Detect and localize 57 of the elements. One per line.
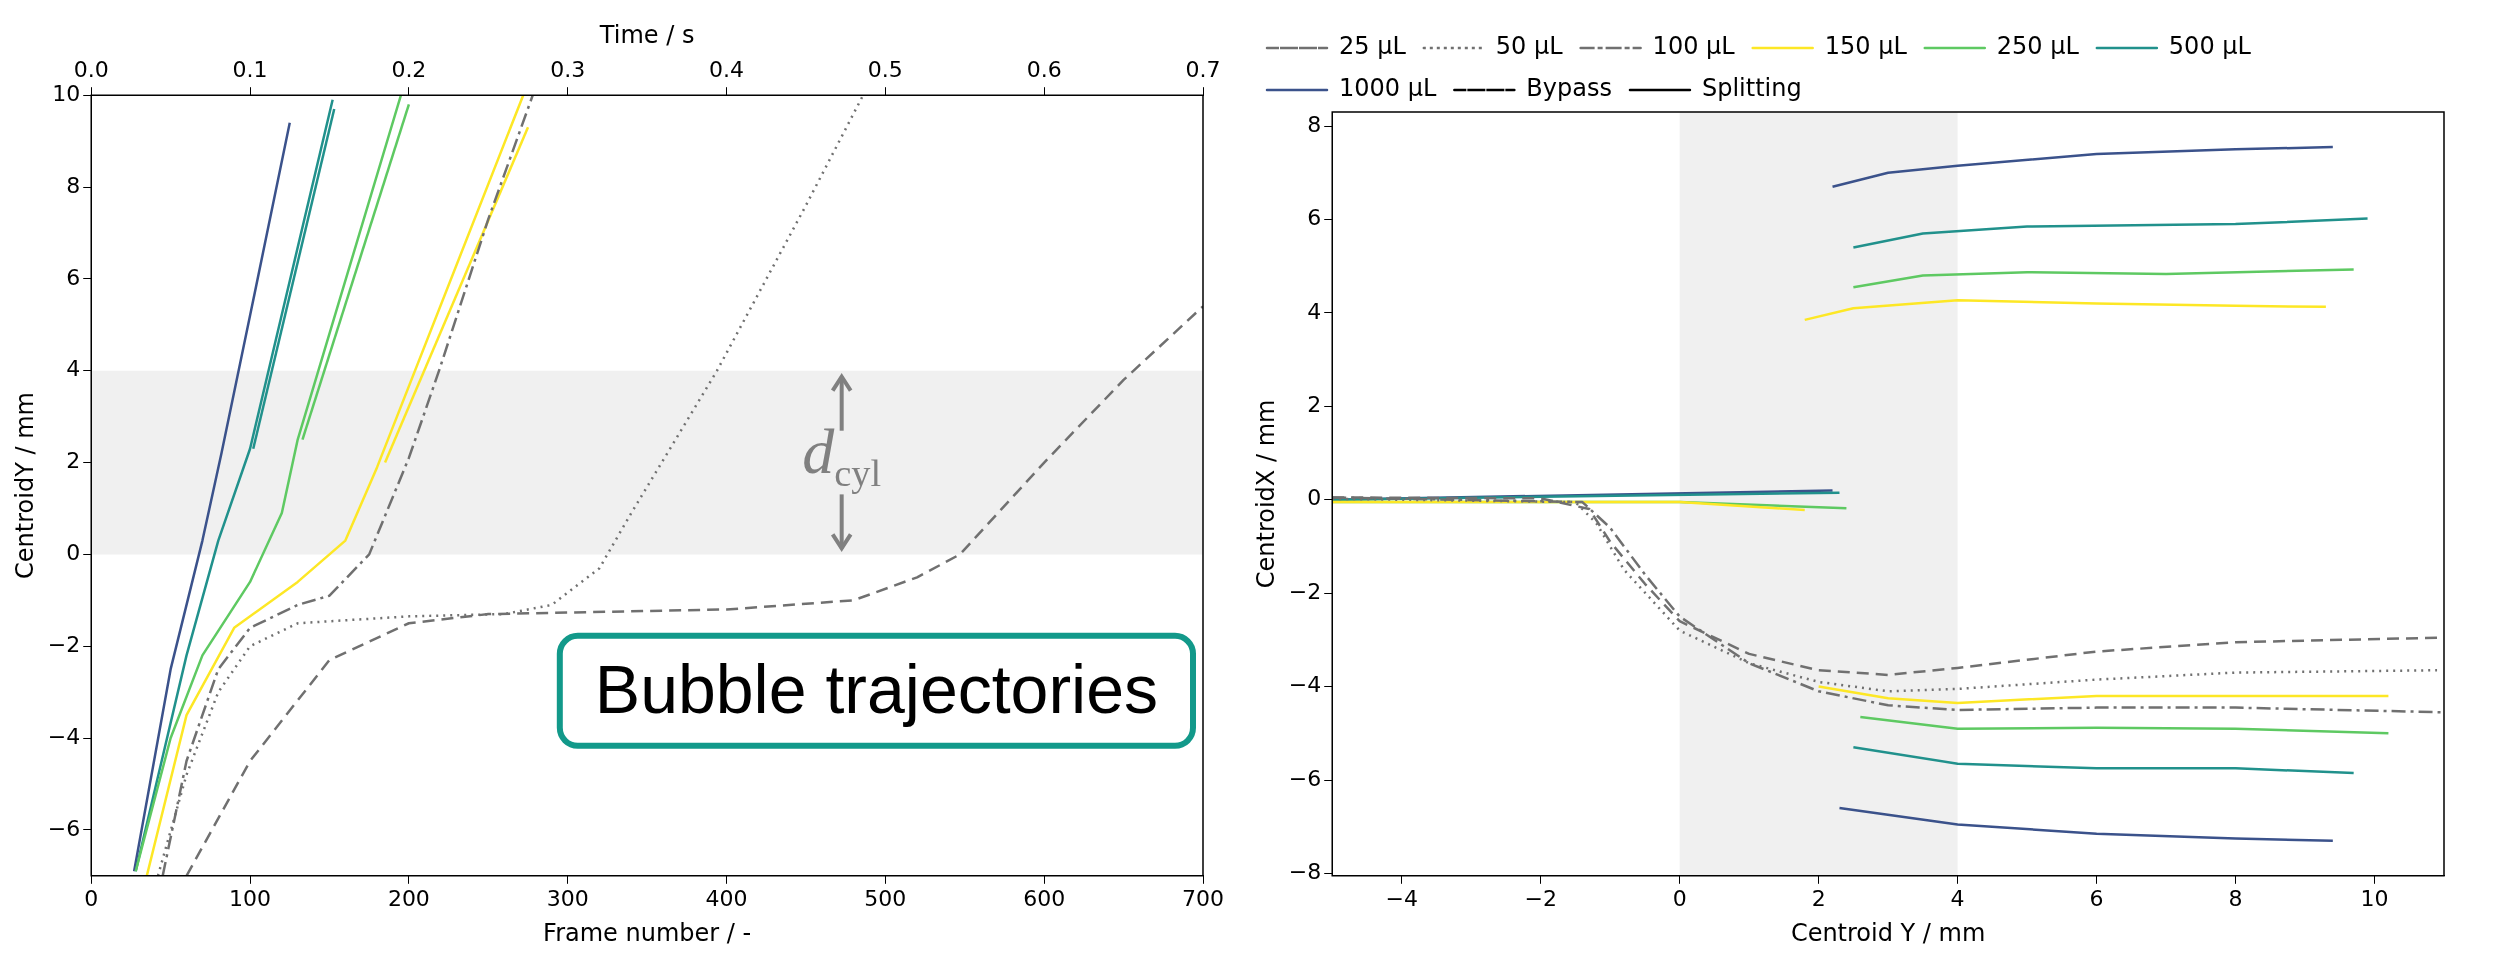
x2-tick-label: 0.3 — [550, 56, 586, 82]
x-tick-label: 0 — [84, 885, 99, 911]
y-tick-label: 6 — [1307, 205, 1322, 231]
x-tick-label: −4 — [1385, 885, 1418, 911]
x-tick-label: 400 — [705, 885, 748, 911]
legend-label: 150 μL — [1824, 32, 1908, 61]
x2-tick-label: 0.4 — [709, 56, 745, 82]
y-tick-label: 10 — [52, 80, 81, 106]
x-tick-label: 4 — [1950, 885, 1965, 911]
y-tick-label: 2 — [1307, 392, 1322, 418]
x2-tick-label: 0.1 — [232, 56, 268, 82]
y-tick-label: 8 — [1307, 111, 1322, 137]
y-tick-label: −2 — [47, 631, 81, 657]
y-tick-label: 4 — [66, 356, 81, 382]
y-tick-label: −8 — [1288, 859, 1322, 885]
legend-label: 25 μL — [1339, 32, 1407, 61]
x2-axis-title: Time / s — [598, 20, 695, 49]
x-tick-label: 10 — [2360, 885, 2389, 911]
x2-tick-label: 0.2 — [391, 56, 427, 82]
x-tick-label: 2 — [1811, 885, 1826, 911]
legend-label: Splitting — [1701, 74, 1802, 103]
y-tick-label: −4 — [47, 723, 81, 749]
x-tick-label: 200 — [387, 885, 430, 911]
x-tick-label: 300 — [546, 885, 589, 911]
x-tick-label: 100 — [229, 885, 272, 911]
y-axis-title: CentroidX / mm — [1251, 399, 1280, 589]
y-tick-label: −4 — [1288, 672, 1322, 698]
legend-label: 50 μL — [1495, 32, 1564, 61]
legend-label: 1000 μL — [1339, 74, 1437, 103]
y-tick-label: −2 — [1288, 578, 1322, 604]
x2-tick-label: 0.5 — [867, 56, 903, 82]
annotation: Bubble trajectories — [594, 650, 1159, 727]
y-tick-label: −6 — [47, 815, 81, 841]
x2-tick-label: 0.0 — [73, 56, 109, 82]
x2-tick-label: 0.6 — [1026, 56, 1062, 82]
legend-label: Bypass — [1526, 74, 1612, 103]
x-axis-title: Centroid Y / mm — [1790, 918, 1986, 947]
y-tick-label: 0 — [66, 540, 81, 566]
x-tick-label: 8 — [2228, 885, 2243, 911]
y-tick-label: −6 — [1288, 765, 1322, 791]
y-axis-title: CentroidY / mm — [10, 392, 39, 579]
legend-label: 250 μL — [1996, 32, 2080, 61]
y-tick-label: 2 — [66, 448, 81, 474]
y-tick-label: 6 — [66, 264, 81, 290]
legend-label: 500 μL — [2168, 32, 2252, 61]
legend-label: 100 μL — [1652, 32, 1736, 61]
x-tick-label: 500 — [864, 885, 907, 911]
y-tick-label: 0 — [1307, 485, 1322, 511]
x-tick-label: 600 — [1023, 885, 1066, 911]
y-tick-label: 4 — [1307, 298, 1322, 324]
x-axis-title: Frame number / - — [543, 918, 752, 947]
x-tick-label: −2 — [1524, 885, 1557, 911]
x2-tick-label: 0.7 — [1185, 56, 1221, 82]
x-tick-label: 0 — [1672, 885, 1687, 911]
y-tick-label: 8 — [66, 172, 81, 198]
x-tick-label: 700 — [1182, 885, 1224, 911]
x-tick-label: 6 — [2089, 885, 2104, 911]
